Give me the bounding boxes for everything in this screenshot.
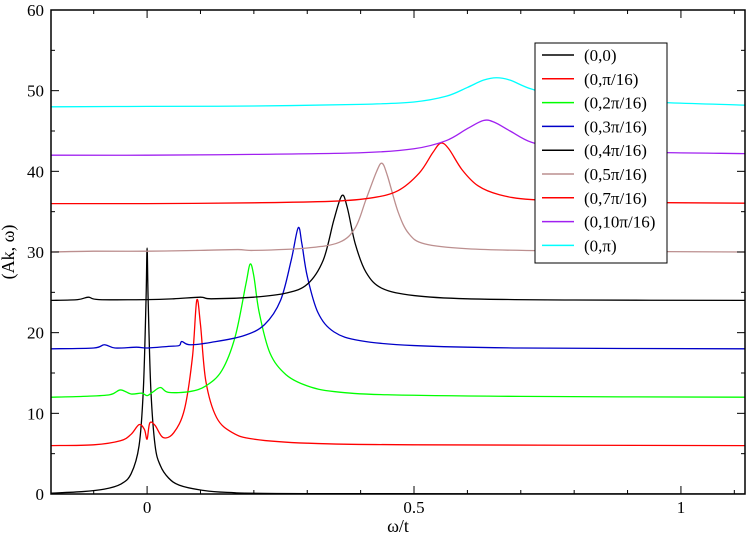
legend-label: (0,7π/16) [584, 189, 647, 208]
y-tick-label: 60 [27, 1, 44, 20]
y-tick-label: 40 [27, 162, 44, 181]
series-line-1 [51, 298, 745, 447]
y-axis-label: (Ak, ω) [0, 225, 19, 280]
series-layer [51, 77, 745, 494]
y-tick-label: 0 [36, 485, 45, 504]
series-line-2 [51, 263, 745, 398]
legend-label: (0,4π/16) [584, 141, 647, 160]
series-line-0 [51, 247, 745, 494]
x-tick-label: 0 [143, 498, 152, 517]
legend-label: (0,π) [584, 236, 617, 255]
legend-box [534, 42, 668, 264]
x-tick-label: 0.5 [403, 498, 424, 517]
y-tick-label: 50 [27, 82, 44, 101]
series-line-4 [51, 194, 745, 302]
x-axis-label: ω/t [387, 516, 409, 536]
legend-label: (0,5π/16) [584, 165, 647, 184]
x-axis: 0 0.5 1 [93, 10, 735, 517]
legend: (0,0) (0,π/16) (0,2π/16) (0,3π/16) (0,4π/16)… [534, 42, 668, 264]
series-line-6 [51, 142, 745, 205]
y-tick-label: 20 [27, 324, 44, 343]
legend-label: (0,3π/16) [584, 117, 647, 136]
x-tick-label: 1 [677, 498, 686, 517]
y-tick-label: 30 [27, 243, 44, 262]
legend-label: (0,0) [584, 46, 617, 65]
legend-label: (0,10π/16) [584, 213, 655, 232]
y-axis: 0 10 20 30 40 50 60 [27, 1, 745, 504]
legend-label: (0,2π/16) [584, 94, 647, 113]
y-tick-label: 10 [27, 404, 44, 423]
series-line-5 [51, 162, 745, 253]
legend-label: (0,π/16) [584, 70, 638, 89]
series-line-3 [51, 226, 745, 350]
